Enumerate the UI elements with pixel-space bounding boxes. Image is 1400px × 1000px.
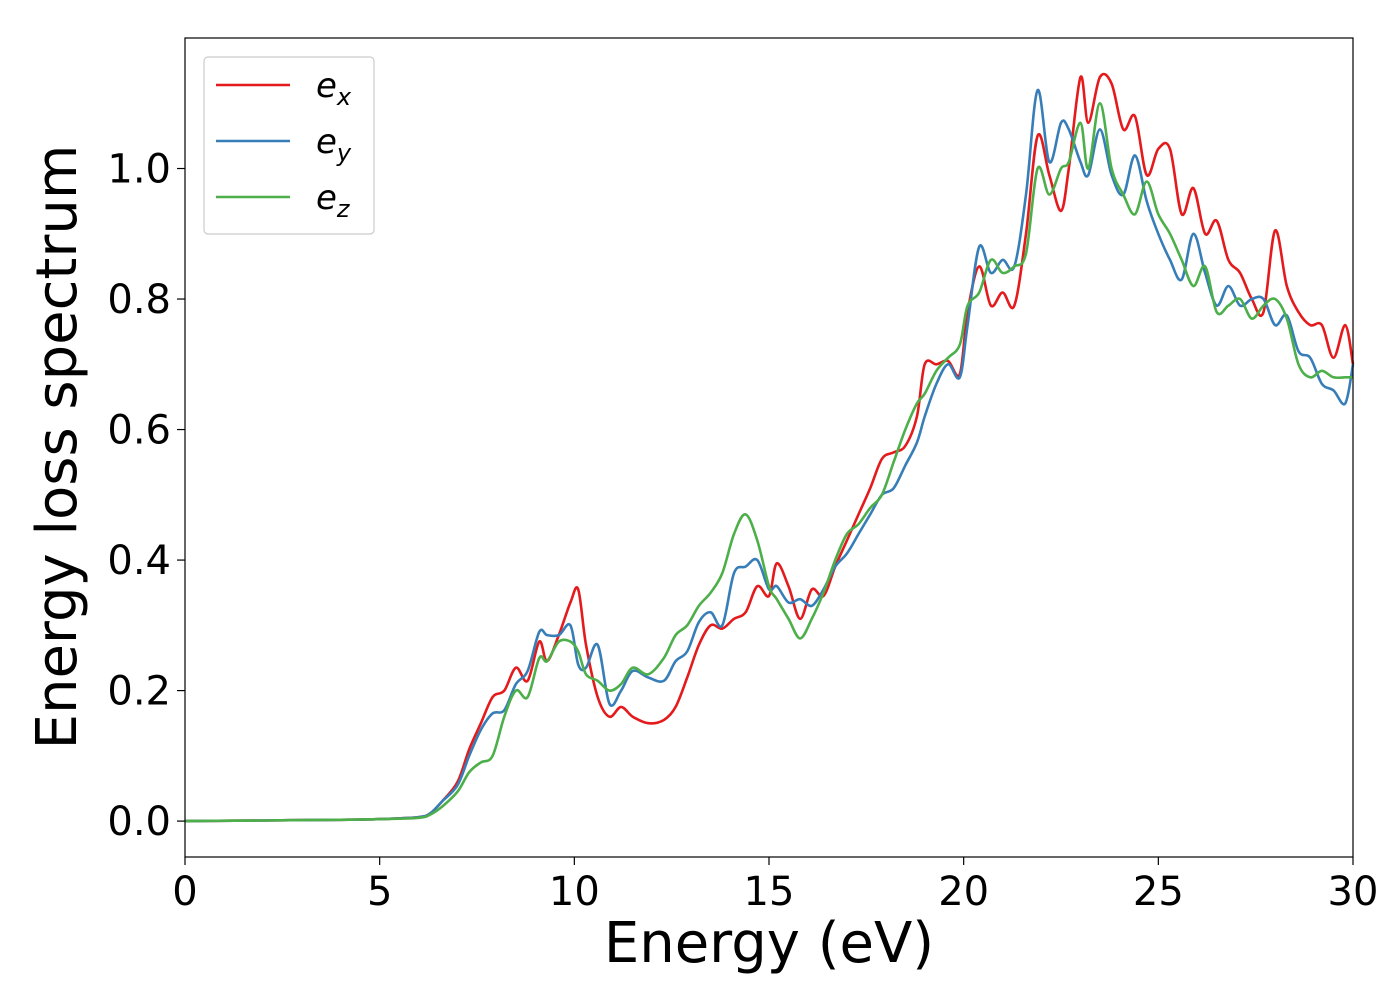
x-axis: 0 5 10 15 20 25 30 — [172, 857, 1378, 915]
legend-label-ey: ey — [316, 122, 352, 167]
y-tick-label: 0.2 — [107, 669, 171, 715]
x-tick-label: 5 — [367, 869, 392, 915]
legend-label-subscript: z — [336, 195, 351, 223]
y-tick-label: 1.0 — [107, 147, 171, 193]
x-tick-label: 20 — [938, 869, 989, 915]
y-tick-label: 0.4 — [107, 538, 171, 584]
series-line-ey — [184, 88, 1355, 823]
series-group — [184, 72, 1355, 823]
y-tick-label: 0.8 — [107, 277, 171, 323]
x-tick-label: 0 — [172, 869, 197, 915]
series-line-ez — [184, 102, 1353, 823]
series-line-ex — [184, 72, 1355, 823]
x-axis-title: Energy (eV) — [604, 911, 934, 976]
y-axis-title: Energy loss spectrum — [25, 145, 90, 750]
legend-label-ez: ez — [316, 178, 351, 223]
legend-label-base: e — [316, 178, 337, 218]
legend-label-base: e — [316, 122, 337, 162]
y-tick-label: 0.0 — [107, 799, 171, 845]
x-tick-label: 15 — [744, 869, 795, 915]
x-tick-label: 25 — [1133, 869, 1184, 915]
legend-label-base: e — [316, 66, 337, 106]
legend-box — [203, 56, 375, 235]
y-axis: 0.0 0.2 0.4 0.6 0.8 1.0 — [107, 147, 185, 845]
plot-area — [185, 38, 1353, 857]
legend-label-subscript: x — [336, 83, 352, 111]
legend-label-ex: ex — [316, 66, 352, 111]
x-tick-label: 30 — [1328, 869, 1379, 915]
y-tick-label: 0.6 — [107, 408, 171, 454]
legend-label-subscript: y — [336, 139, 352, 167]
x-tick-label: 10 — [549, 869, 600, 915]
